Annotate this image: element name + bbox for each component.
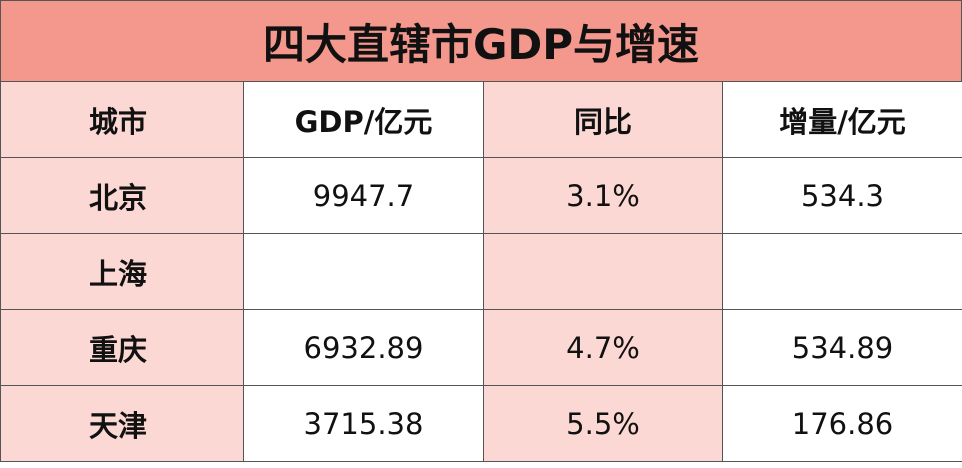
table-cell: 5.5%: [483, 385, 723, 462]
table-cell: 3.1%: [483, 157, 723, 234]
table-cell: 4.7%: [483, 309, 723, 386]
table-cell: 9947.7: [243, 157, 484, 234]
table-cell: 增量/亿元: [722, 81, 962, 158]
table-row: 重庆 6932.89 4.7% 534.89: [0, 309, 962, 386]
table-row: 天津 3715.38 5.5% 176.86: [0, 385, 962, 462]
table-row: 城市 GDP/亿元 同比 增量/亿元: [0, 81, 962, 158]
table-cell: 534.89: [722, 309, 962, 386]
table-cell: [243, 233, 484, 310]
table-cell: [722, 233, 962, 310]
table-cell: 同比: [483, 81, 723, 158]
table-row: 北京 9947.7 3.1% 534.3: [0, 157, 962, 234]
table-cell: 城市: [0, 81, 244, 158]
table-cell: 上海: [0, 233, 244, 310]
table: 城市 GDP/亿元 同比 增量/亿元 北京 9947.7 3.1% 534.3 上海 重庆 6932…: [0, 81, 962, 462]
table-cell: 3715.38: [243, 385, 484, 462]
table-cell: 北京: [0, 157, 244, 234]
table-cell: [483, 233, 723, 310]
table-cell: 176.86: [722, 385, 962, 462]
table-cell: 6932.89: [243, 309, 484, 386]
table-cell: 重庆: [0, 309, 244, 386]
table-cell: GDP/亿元: [243, 81, 484, 158]
table-cell: 天津: [0, 385, 244, 462]
table-cell: 534.3: [722, 157, 962, 234]
table-row: 上海: [0, 233, 962, 310]
title: 四大直辖市GDP与增速: [0, 0, 962, 82]
